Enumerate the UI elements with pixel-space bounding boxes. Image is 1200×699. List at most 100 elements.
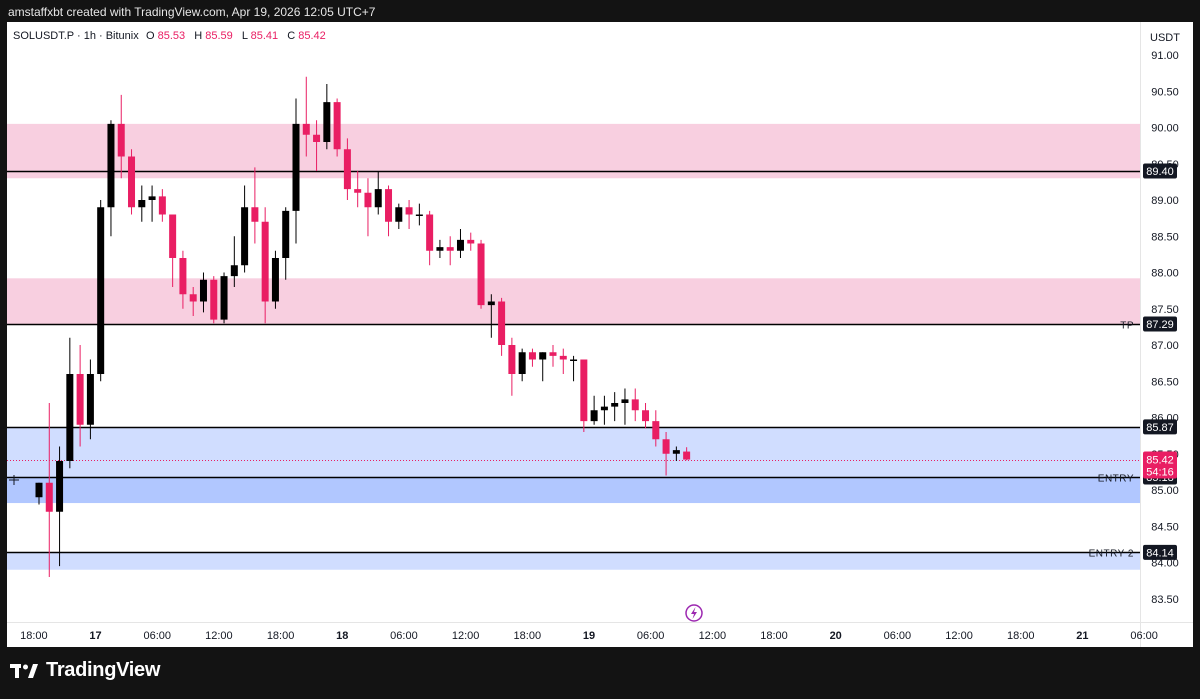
legend-open-value: 85.53 (158, 30, 186, 42)
candle (199, 272, 207, 313)
candle-body (415, 214, 423, 216)
legend-close-value: 85.42 (298, 30, 326, 42)
last-price-badge (1143, 451, 1177, 479)
price-tick-label: 87.50 (1151, 304, 1179, 316)
candle (621, 388, 629, 425)
candle (683, 447, 691, 461)
price-tick-label: 84.50 (1151, 521, 1179, 533)
price-badge-label: 85.87 (1146, 422, 1174, 434)
candle-body (179, 258, 187, 295)
candle-body (117, 123, 125, 157)
candle-body (313, 134, 321, 142)
time-tick-label: 06:00 (884, 630, 912, 642)
price-tick-label: 89.00 (1151, 195, 1179, 207)
tradingview-logo[interactable]: TradingView (10, 659, 160, 682)
candle-body (487, 301, 495, 306)
candle-body (251, 207, 259, 222)
price-badge (1143, 544, 1177, 560)
candle-body (158, 196, 166, 215)
candle-body (220, 276, 228, 320)
time-tick-label: 19 (583, 630, 595, 642)
candle (271, 250, 279, 309)
candle (590, 395, 598, 425)
candle-body (539, 352, 547, 360)
candle-body (683, 451, 691, 460)
candle (251, 167, 259, 244)
candle (374, 171, 382, 215)
candle-body (199, 279, 207, 302)
candle-body (559, 355, 567, 360)
legend-close-label: C (287, 30, 295, 42)
candle (549, 345, 557, 367)
candle (580, 359, 588, 432)
candle-body (189, 294, 197, 302)
candle (528, 348, 536, 367)
candle-body (76, 374, 84, 425)
candle-body (35, 482, 43, 498)
candle-body (374, 189, 382, 208)
price-tick-label: 84.00 (1151, 558, 1179, 570)
candle (415, 203, 423, 226)
candle (539, 352, 547, 382)
candle (631, 388, 639, 422)
candle-body (97, 207, 105, 374)
candle-body (446, 247, 454, 251)
candle (323, 84, 331, 150)
candle-body (138, 200, 146, 208)
candle-body (45, 482, 53, 512)
candle (241, 185, 249, 273)
candle-body (241, 207, 249, 266)
candle (436, 239, 444, 258)
candle-body (405, 207, 413, 215)
price-badge (1143, 419, 1177, 435)
supply-zone (7, 123, 1140, 171)
candle-body (56, 461, 64, 512)
time-tick-label: 12:00 (699, 630, 727, 642)
candle-body (364, 192, 372, 208)
candle (518, 348, 526, 382)
candle (282, 207, 290, 280)
candle (220, 272, 228, 324)
candle (35, 482, 43, 505)
candle-body (611, 403, 619, 407)
candle-body (467, 239, 475, 244)
candle-body (662, 439, 670, 454)
candle (169, 214, 177, 287)
bar-countdown: 54:16 (1146, 467, 1174, 479)
candle (333, 98, 341, 157)
time-tick-label: 06:00 (390, 630, 418, 642)
candle-body (343, 149, 351, 190)
time-tick-label: 21 (1076, 630, 1088, 642)
candle-body (128, 156, 136, 208)
candle (570, 355, 578, 382)
candle-body (652, 421, 660, 440)
price-badge-label: 87.29 (1146, 319, 1174, 331)
candle (559, 348, 567, 374)
time-tick-label: 06:00 (1130, 630, 1158, 642)
candle (446, 236, 454, 266)
candle (477, 239, 485, 309)
lightning-icon[interactable] (685, 604, 703, 622)
price-tick-label: 88.50 (1151, 231, 1179, 243)
header-caption: amstaffxbt created with TradingView.com,… (8, 5, 376, 19)
candle-body (508, 345, 516, 374)
candle (210, 276, 218, 324)
screenshot-header: amstaffxbt created with TradingView.com,… (0, 0, 1200, 22)
price-tick-label: 91.00 (1151, 50, 1179, 62)
tradingview-icon (10, 663, 38, 678)
time-tick-label: 12:00 (205, 630, 233, 642)
candle-body (230, 265, 238, 277)
brand-name: TradingView (46, 659, 161, 681)
candle (498, 297, 506, 356)
candle (76, 345, 84, 447)
demand-zone (7, 426, 1140, 477)
time-axis[interactable]: 18:00 17 06:00 12:00 18:00 18 06:00 12:00 18:00 1… (20, 630, 1158, 642)
candle (66, 337, 74, 469)
candle-body (271, 258, 279, 302)
level-label: ENTRY (1098, 474, 1134, 485)
price-badge (1143, 316, 1177, 332)
price-tick-label: 90.50 (1151, 86, 1179, 98)
